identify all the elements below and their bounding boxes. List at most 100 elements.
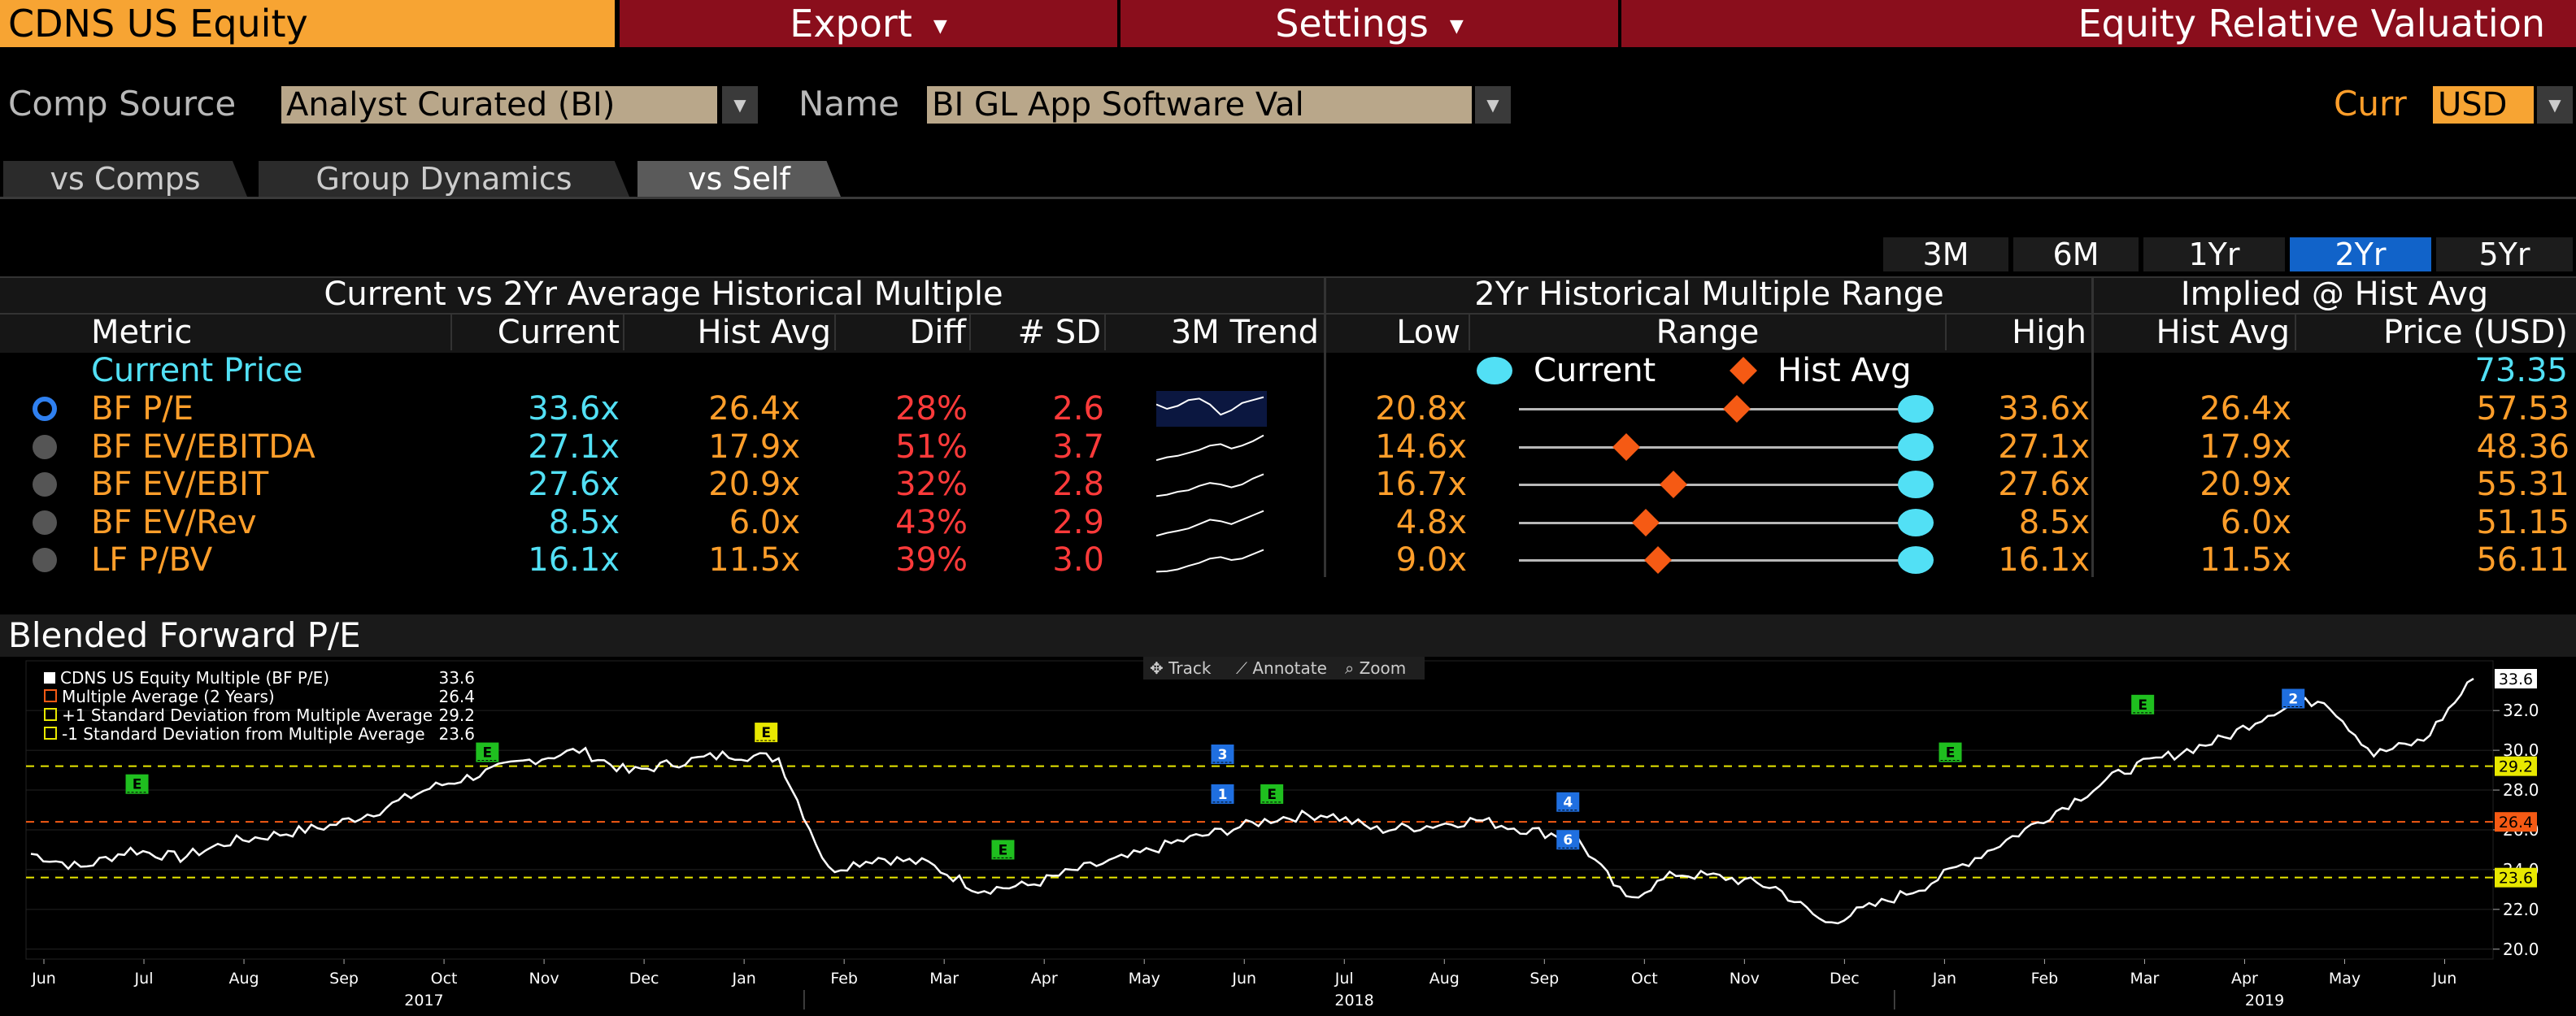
- x-tick-label: Jun: [1231, 970, 1256, 988]
- range-button-3m[interactable]: 3M: [1883, 237, 2008, 271]
- col-3m-trend: 3M Trend: [1170, 314, 1319, 351]
- row-select-radio[interactable]: [33, 434, 57, 459]
- comp-source-label: Comp Source: [8, 84, 237, 124]
- settings-label: Settings: [1275, 2, 1429, 46]
- annotate-button[interactable]: ⟋ Annotate: [1236, 658, 1327, 678]
- x-tick-label: Feb: [2031, 970, 2059, 988]
- metric-low: 4.8x: [1395, 503, 1467, 541]
- trend-sparkline: [1156, 549, 1264, 573]
- event-tag-label: 4: [1563, 795, 1573, 811]
- currency-dropdown[interactable]: USD: [2433, 86, 2534, 124]
- x-tick-label: Jul: [134, 970, 154, 988]
- row-select-radio[interactable]: [33, 548, 57, 572]
- metric-name[interactable]: BF EV/Rev: [91, 503, 257, 541]
- row-select-radio[interactable]: [33, 397, 57, 421]
- metric-sd: 3.0: [1052, 541, 1104, 579]
- metric-sd: 2.8: [1052, 466, 1104, 503]
- comp-source-dropdown[interactable]: Analyst Curated (BI): [281, 86, 717, 124]
- col-current: Current: [497, 314, 620, 351]
- implied-hist-avg: 26.4x: [2200, 390, 2291, 428]
- col-high: High: [2012, 314, 2086, 351]
- x-tick-label: Jun: [31, 970, 56, 988]
- range-track: [1519, 445, 1916, 449]
- chevron-down-icon[interactable]: ▼: [1475, 86, 1511, 124]
- current-legend-label: Current: [1534, 352, 1656, 389]
- header-separator: [834, 315, 836, 350]
- event-tag: [2131, 694, 2155, 714]
- metric-sd: 2.9: [1052, 503, 1104, 541]
- tab-vs-comps[interactable]: vs Comps: [3, 161, 247, 197]
- row-select-radio[interactable]: [33, 510, 57, 535]
- implied-hist-avg: 20.9x: [2200, 466, 2291, 503]
- event-tag-label: 6: [1563, 832, 1573, 849]
- legend-item: Multiple Average (2 Years) 26.4: [44, 688, 475, 706]
- implied-price: 48.36: [2476, 428, 2569, 466]
- event-tag-label: E: [999, 842, 1008, 858]
- hist-avg-marker: [1723, 395, 1751, 423]
- reference-value-box: [2495, 867, 2537, 888]
- currency-label: Curr: [2334, 84, 2407, 124]
- crosshair-icon: ✥: [1150, 658, 1164, 678]
- col-diff: Diff: [909, 314, 966, 351]
- range-button-6m[interactable]: 6M: [2013, 237, 2139, 271]
- x-tick-label: Dec: [1830, 970, 1860, 988]
- header-separator: [2295, 315, 2296, 350]
- zoom-button[interactable]: ⌕ Zoom: [1345, 658, 1406, 678]
- row-select-radio[interactable]: [33, 472, 57, 497]
- implied-hist-avg: 17.9x: [2200, 428, 2291, 466]
- x-year-label: 2017: [404, 992, 443, 1009]
- export-menu[interactable]: Export ▼: [620, 0, 1117, 47]
- metric-name[interactable]: LF P/BV: [91, 541, 213, 579]
- page-title: Equity Relative Valuation: [1621, 0, 2576, 47]
- ticker-field[interactable]: CDNS US Equity: [0, 0, 615, 47]
- range-track: [1519, 484, 1916, 486]
- range-track: [1519, 559, 1916, 562]
- reference-value-label: 23.6: [2499, 870, 2533, 888]
- range-button-1yr[interactable]: 1Yr: [2143, 237, 2285, 271]
- metric-high: 8.5x: [2018, 503, 2090, 541]
- hist-avg-legend-label: Hist Avg: [1778, 352, 1912, 389]
- metric-low: 9.0x: [1395, 541, 1467, 579]
- event-tag-label: 1: [1218, 787, 1228, 803]
- chevron-down-icon[interactable]: ▼: [722, 86, 758, 124]
- metric-name[interactable]: BF EV/EBIT: [91, 466, 269, 503]
- name-dropdown[interactable]: BI GL App Software Val: [927, 86, 1472, 124]
- current-marker: [1898, 471, 1934, 498]
- implied-price: 55.31: [2476, 466, 2569, 503]
- header-range: 2Yr Historical Multiple Range: [1474, 276, 1944, 313]
- x-tick-label: Aug: [1429, 970, 1460, 988]
- metric-name[interactable]: BF P/E: [91, 390, 194, 428]
- current-legend-dot: [1477, 357, 1512, 384]
- legend-item: CDNS US Equity Multiple (BF P/E) 33.6: [44, 669, 475, 688]
- track-button[interactable]: ✥ Track: [1150, 658, 1211, 678]
- tab-vs-self[interactable]: vs Self: [637, 161, 841, 197]
- implied-price: 56.11: [2476, 541, 2569, 579]
- x-tick-label: Mar: [2130, 970, 2159, 988]
- y-tick-label: 32.0: [2503, 701, 2539, 720]
- current-price-label: Current Price: [91, 352, 303, 389]
- x-tick-label: Jan: [1932, 970, 1956, 988]
- metric-name[interactable]: BF EV/EBITDA: [91, 428, 315, 466]
- chevron-down-icon[interactable]: ▼: [2537, 86, 2573, 124]
- chart-section-title: Blended Forward P/E: [8, 615, 361, 655]
- series-line: [30, 677, 2474, 925]
- hist-avg-marker: [1660, 471, 1688, 498]
- metric-low: 16.7x: [1375, 466, 1467, 503]
- legend-name: -1 Standard Deviation from Multiple Aver…: [62, 724, 425, 744]
- implied-price: 51.15: [2476, 503, 2569, 541]
- range-track: [1519, 408, 1916, 410]
- name-label: Name: [798, 84, 899, 124]
- x-tick-label: Apr: [1031, 970, 1058, 988]
- tab-group-dynamics[interactable]: Group Dynamics: [259, 161, 629, 197]
- event-tag: [1211, 784, 1234, 804]
- y-tick-label: 22.0: [2503, 900, 2539, 919]
- legend-swatch: [44, 708, 57, 721]
- event-tag: [1211, 744, 1234, 764]
- col-implied-hist-avg: Hist Avg: [2156, 314, 2290, 351]
- range-button-5yr[interactable]: 5Yr: [2436, 237, 2573, 271]
- range-button-2yr[interactable]: 2Yr: [2290, 237, 2431, 271]
- pe-chart[interactable]: 20.022.024.026.028.030.032.0JunJulAugSep…: [0, 657, 2576, 1016]
- legend-item: -1 Standard Deviation from Multiple Aver…: [44, 725, 475, 744]
- chart-section-header: [0, 614, 2576, 657]
- settings-menu[interactable]: Settings ▼: [1120, 0, 1618, 47]
